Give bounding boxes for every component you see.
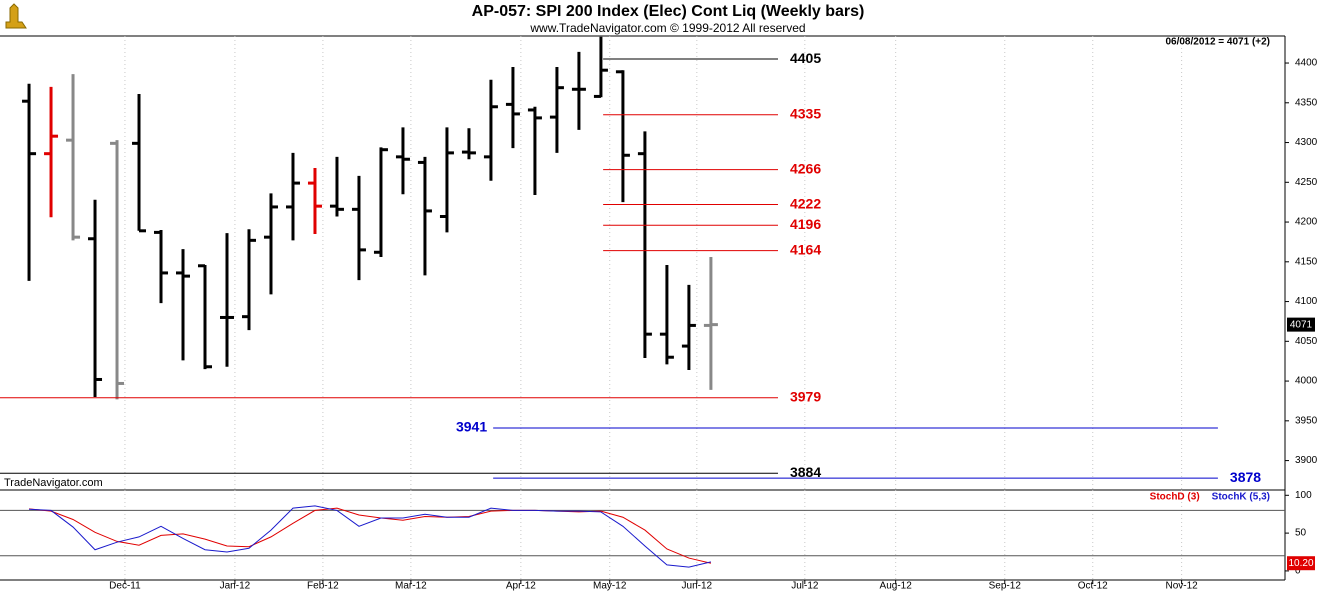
x-tick-label: Aug-12 bbox=[880, 581, 913, 592]
level-label: 4196 bbox=[790, 216, 821, 232]
stoch-tag bbox=[1287, 556, 1315, 571]
x-tick-label: Jun-12 bbox=[682, 581, 713, 592]
y-tick-label: 4050 bbox=[1295, 336, 1318, 347]
level-label: 4164 bbox=[790, 241, 821, 257]
legend-label: StochK (5,3) bbox=[1212, 492, 1270, 503]
last-price-label: 4071 bbox=[1290, 319, 1313, 330]
stoch-tag-label: 10.20 bbox=[1288, 558, 1313, 569]
level-label: 4222 bbox=[790, 195, 821, 211]
y-tick-label: 0 bbox=[1295, 566, 1301, 577]
legend-label: StochD (3) bbox=[1150, 492, 1200, 503]
y-tick-label: 3950 bbox=[1295, 415, 1318, 426]
x-tick-label: May-12 bbox=[593, 581, 627, 592]
y-tick-label: 4300 bbox=[1295, 137, 1318, 148]
x-tick-label: Dec-11 bbox=[109, 581, 141, 592]
level-label: 3941 bbox=[456, 419, 487, 435]
watermark: TradeNavigator.com bbox=[4, 477, 103, 489]
chart-title: AP-057: SPI 200 Index (Elec) Cont Liq (W… bbox=[472, 3, 865, 20]
x-tick-label: Sep-12 bbox=[989, 581, 1022, 592]
y-tick-label: 100 bbox=[1295, 490, 1312, 501]
x-tick-label: Feb-12 bbox=[307, 581, 339, 592]
y-tick-label: 4400 bbox=[1295, 58, 1318, 69]
y-tick-label: 4100 bbox=[1295, 296, 1318, 307]
x-tick-label: Mar-12 bbox=[395, 581, 427, 592]
y-tick-label: 4000 bbox=[1295, 376, 1318, 387]
y-tick-label: 4250 bbox=[1295, 177, 1318, 188]
level-label: 4335 bbox=[790, 105, 821, 121]
level-label: 3979 bbox=[790, 388, 821, 404]
x-tick-label: Jan-12 bbox=[220, 581, 251, 592]
x-tick-label: Nov-12 bbox=[1165, 581, 1198, 592]
level-label: 4405 bbox=[790, 50, 821, 66]
stoch-line bbox=[29, 505, 712, 568]
y-tick-label: 4350 bbox=[1295, 97, 1318, 108]
logo bbox=[5, 3, 27, 29]
stoch-line bbox=[28, 507, 712, 564]
logo-shape bbox=[5, 3, 27, 29]
level-label: 4266 bbox=[790, 160, 821, 176]
y-tick-label: 3900 bbox=[1295, 455, 1318, 466]
last-price-tag bbox=[1287, 317, 1315, 332]
y-tick-label: 50 bbox=[1295, 528, 1307, 539]
last-quote: 06/08/2012 = 4071 (+2) bbox=[1165, 37, 1270, 48]
y-tick-label: 4200 bbox=[1295, 217, 1318, 228]
chart-subtitle: www.TradeNavigator.com © 1999-2012 All r… bbox=[529, 21, 805, 35]
level-label: 3884 bbox=[790, 464, 821, 480]
x-tick-label: Apr-12 bbox=[506, 581, 536, 592]
x-tick-label: Oct-12 bbox=[1078, 581, 1108, 592]
y-tick-label: 4150 bbox=[1295, 256, 1318, 267]
level-label: 3878 bbox=[1230, 469, 1261, 485]
x-tick-label: Jul-12 bbox=[791, 581, 819, 592]
